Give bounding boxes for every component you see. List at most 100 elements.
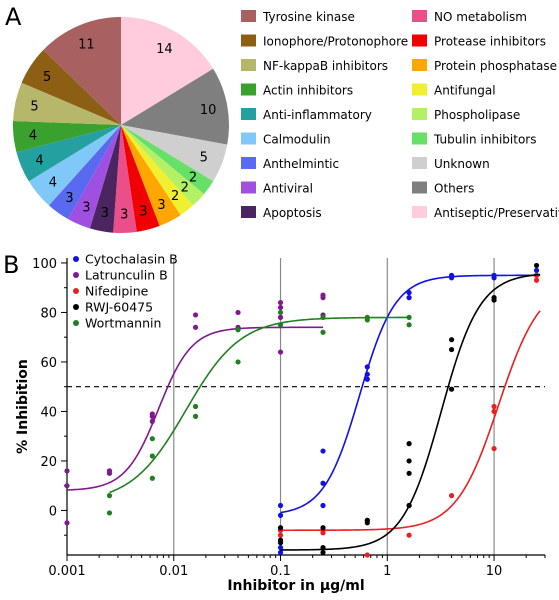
legend-label-latrunculin-b: Latrunculin B — [85, 268, 168, 283]
pie-slice-value: 4 — [49, 176, 57, 191]
x-tick-label: 10 — [486, 564, 503, 579]
legend-label-nf-kappab-inhibitors: NF-kappaB inhibitors — [263, 59, 388, 73]
data-point-nifedipine — [277, 532, 284, 538]
legend-marker-cytochalasin-b — [73, 256, 79, 262]
legend-swatch-antiseptic-preservative — [412, 206, 427, 218]
data-point-nifedipine — [533, 277, 540, 283]
data-point-wortmannin — [364, 314, 370, 320]
pie-slice-no-metabolism — [113, 125, 137, 233]
legend-label-protease-inhibitors: Protease inhibitors — [434, 35, 546, 49]
y-tick-label: 60 — [40, 356, 57, 371]
data-point-cytochalasin-b — [364, 376, 370, 382]
pie-slice-calmodulin — [28, 125, 121, 206]
data-point-latrunculin-b — [277, 314, 284, 320]
pie-slice-value: 5 — [30, 100, 38, 115]
pie-slice-value: 2 — [171, 189, 179, 204]
data-point-rwj-60475 — [448, 337, 455, 343]
pie-slice-tubulin-inhibitors — [121, 125, 214, 195]
legend-label-cytochalasin-b: Cytochalasin B — [85, 252, 178, 267]
data-point-latrunculin-b — [64, 468, 70, 474]
data-point-latrunculin-b — [106, 468, 113, 474]
data-point-cytochalasin-b — [320, 502, 326, 509]
data-point-wortmannin — [277, 309, 284, 316]
legend-swatch-calmodulin — [241, 132, 256, 145]
data-point-wortmannin — [192, 413, 199, 419]
legend-label-rwj-60475: RWJ-60475 — [85, 300, 153, 315]
pie-slice-value: 3 — [120, 208, 128, 223]
legend-swatch-actin-inhibitors — [241, 83, 256, 96]
legend-swatch-protease-inhibitors — [412, 34, 427, 47]
legend-label-others: Others — [434, 182, 474, 196]
data-point-rwj-60475 — [533, 262, 540, 269]
data-point-wortmannin — [320, 329, 326, 335]
data-point-rwj-60475 — [277, 537, 284, 543]
legend-label-antiviral: Antiviral — [263, 182, 313, 196]
legend-label-no-metabolism: NO metabolism — [434, 10, 527, 24]
pie-slice-unknown — [121, 125, 228, 182]
data-point-cytochalasin-b — [277, 502, 284, 509]
data-point-wortmannin — [406, 314, 412, 320]
pie-slice-value: 10 — [200, 103, 217, 118]
legend-label-anti-inflammatory: Anti-inflammatory — [263, 108, 372, 122]
legend-label-anthelmintic: Anthelmintic — [263, 157, 339, 171]
data-point-cytochalasin-b — [406, 290, 412, 296]
x-tick-label: 1 — [383, 564, 391, 579]
data-point-cytochalasin-b — [406, 295, 412, 301]
y-tick-label: 40 — [40, 405, 57, 420]
fit-curve-nifedipine — [280, 310, 541, 532]
data-point-latrunculin-b — [64, 520, 70, 526]
data-point-cytochalasin-b — [533, 267, 540, 273]
pie-slice-anti-inflammatory — [16, 125, 121, 182]
legend-swatch-unknown — [412, 157, 427, 169]
pie-legend: Tyrosine kinase Ionophore/Protonophore NF-… — [241, 10, 559, 220]
legend-swatch-phospholipase — [412, 108, 427, 120]
data-point-rwj-60475 — [320, 549, 326, 556]
panel-b-label: B — [3, 251, 19, 279]
data-point-latrunculin-b — [320, 292, 326, 298]
data-point-latrunculin-b — [277, 299, 284, 306]
pie-slice-others — [121, 68, 230, 145]
data-point-cytochalasin-b — [277, 544, 284, 551]
x-tick-label: 0.01 — [159, 564, 188, 579]
data-point-latrunculin-b — [149, 418, 155, 424]
data-point-wortmannin — [149, 436, 155, 442]
data-point-latrunculin-b — [277, 349, 284, 355]
legend-label-actin-inhibitors: Actin inhibitors — [263, 84, 353, 98]
pie-slice-value: 4 — [29, 129, 37, 144]
pie-slice-value: 2 — [181, 180, 189, 195]
pie-slice-antiviral — [68, 125, 121, 229]
legend-label-antiseptic-preservative: Antiseptic/Preservative — [434, 206, 559, 220]
legend-swatch-anthelmintic — [241, 157, 256, 169]
data-point-latrunculin-b — [64, 483, 70, 489]
data-point-cytochalasin-b — [364, 371, 370, 377]
x-axis-label: Inhibitor in µg/ml — [227, 578, 364, 594]
data-point-nifedipine — [364, 552, 370, 558]
data-point-wortmannin — [235, 327, 241, 333]
legend-marker-rwj-60475 — [73, 304, 79, 310]
data-point-rwj-60475 — [448, 346, 455, 353]
data-point-rwj-60475 — [364, 517, 370, 523]
legend-marker-latrunculin-b — [73, 272, 79, 278]
legend-label-wortmannin: Wortmannin — [85, 316, 161, 331]
pie-slice-actin-inhibitors — [12, 121, 121, 153]
dose-response-plot: 0 20 40 60 80 100 0.001 0.01 0.1 1 10 Inhibitor in … — [15, 252, 546, 594]
data-point-nifedipine — [491, 445, 497, 452]
legend-swatch-nf-kappab-inhibitors — [241, 59, 256, 71]
data-point-rwj-60475 — [448, 386, 455, 392]
pie-slice-value: 5 — [200, 151, 208, 166]
pie-slice-value: 3 — [139, 205, 147, 220]
legend-swatch-ionophore-protonophore — [241, 34, 256, 47]
legend-label-tubulin-inhibitors: Tubulin inhibitors — [433, 133, 537, 147]
data-point-rwj-60475 — [406, 502, 412, 509]
data-point-latrunculin-b — [192, 324, 199, 330]
x-tick-label: 0.1 — [270, 564, 291, 579]
data-point-nifedipine — [406, 532, 412, 538]
data-point-cytochalasin-b — [448, 272, 455, 278]
data-point-rwj-60475 — [491, 295, 497, 301]
legend-swatch-antiviral — [241, 181, 256, 194]
legend-marker-wortmannin — [73, 320, 79, 326]
y-tick-label: 0 — [49, 504, 57, 519]
legend-label-ionophore-protonophore: Ionophore/Protonophore — [263, 35, 408, 49]
